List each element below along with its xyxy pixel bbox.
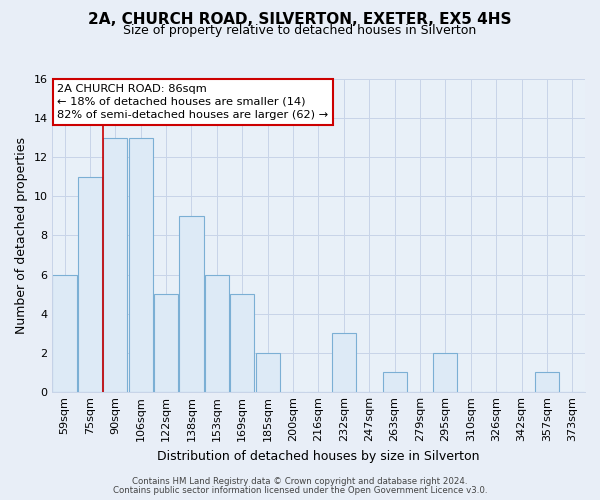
Text: Contains public sector information licensed under the Open Government Licence v3: Contains public sector information licen… <box>113 486 487 495</box>
Bar <box>179 216 203 392</box>
Bar <box>154 294 178 392</box>
Text: 2A, CHURCH ROAD, SILVERTON, EXETER, EX5 4HS: 2A, CHURCH ROAD, SILVERTON, EXETER, EX5 … <box>88 12 512 28</box>
Bar <box>230 294 254 392</box>
Bar <box>78 177 102 392</box>
Bar <box>205 274 229 392</box>
Bar <box>535 372 559 392</box>
X-axis label: Distribution of detached houses by size in Silverton: Distribution of detached houses by size … <box>157 450 479 462</box>
Bar <box>52 274 77 392</box>
Bar <box>256 353 280 392</box>
Text: Contains HM Land Registry data © Crown copyright and database right 2024.: Contains HM Land Registry data © Crown c… <box>132 477 468 486</box>
Text: 2A CHURCH ROAD: 86sqm
← 18% of detached houses are smaller (14)
82% of semi-deta: 2A CHURCH ROAD: 86sqm ← 18% of detached … <box>57 84 328 120</box>
Bar <box>103 138 127 392</box>
Bar <box>433 353 457 392</box>
Bar <box>383 372 407 392</box>
Bar <box>128 138 153 392</box>
Bar <box>332 333 356 392</box>
Y-axis label: Number of detached properties: Number of detached properties <box>15 137 28 334</box>
Text: Size of property relative to detached houses in Silverton: Size of property relative to detached ho… <box>124 24 476 37</box>
